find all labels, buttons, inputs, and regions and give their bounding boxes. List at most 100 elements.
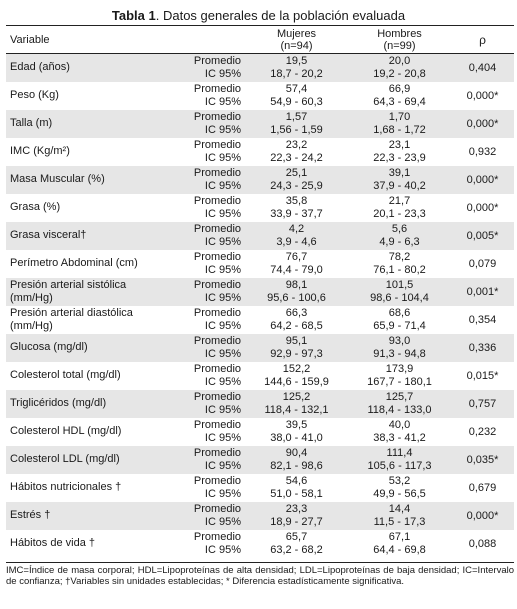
table-caption-text: . Datos generales de la población evalua…: [155, 8, 406, 23]
row-women-ci: 18,9 - 27,7: [270, 515, 323, 528]
row-men-ci: 22,3 - 23,9: [373, 151, 426, 164]
row-p-value: 0,354: [468, 313, 497, 326]
row-men: 5,6 4,9 - 6,3: [348, 222, 451, 250]
row-men-ci: 91,3 - 94,8: [373, 347, 426, 360]
row-men: 125,7 118,4 - 133,0: [348, 390, 451, 418]
row-men: 23,1 22,3 - 23,9: [348, 138, 451, 166]
row-stat-labels-ci: IC 95%: [204, 95, 241, 108]
row-women: 23,2 22,3 - 24,2: [245, 138, 348, 166]
row-men-mean: 20,0: [388, 54, 411, 67]
row-women-mean: 95,1: [285, 334, 308, 347]
row-variable: Edad (años): [10, 61, 70, 74]
row-women-ci: 3,9 - 4,6: [276, 235, 317, 248]
row-women: 23,3 18,9 - 27,7: [245, 502, 348, 530]
row-women-mean: 23,2: [285, 138, 308, 151]
table-caption: Tabla 1. Datos generales de la población…: [0, 8, 517, 24]
row-women-ci: 1,56 - 1,59: [270, 123, 323, 136]
row-variable: Masa Muscular (%): [10, 173, 105, 185]
row-variable: Triglicéridos (mg/dl): [10, 397, 107, 409]
row-stat-labels-ci: IC 95%: [204, 431, 241, 444]
row-p-value: 0,679: [468, 481, 497, 494]
row-stat-labels-mean: Promedio: [193, 250, 241, 263]
row-p-value: 0,001*: [466, 285, 499, 298]
header-women: Mujeres (n=94): [245, 26, 348, 54]
row-stat-labels: Promedio IC 95%: [166, 138, 245, 166]
row-men: 101,5 98,6 - 104,4: [348, 278, 451, 306]
row-p-value: 0,000*: [466, 89, 499, 102]
row-men-mean: 39,1: [388, 166, 411, 179]
row-variable: Colesterol LDL (mg/dl): [10, 453, 120, 465]
row-men-mean: 111,4: [386, 446, 413, 459]
row-men-ci: 76,1 - 80,2: [373, 263, 426, 276]
row-women-mean: 35,8: [285, 194, 308, 207]
row-men: 1,70 1,68 - 1,72: [348, 110, 451, 138]
row-variable: Glucosa (mg/dl): [10, 341, 88, 353]
row-women-mean: 57,4: [285, 82, 308, 95]
header-women-n: (n=94): [280, 39, 313, 52]
row-stat-labels: Promedio IC 95%: [166, 474, 245, 502]
table-row: Talla (m) Promedio IC 95% 1,57 1,56 - 1,59 1,…: [6, 109, 514, 138]
row-men-ci: 65,9 - 71,4: [373, 319, 426, 332]
row-stat-labels-mean: Promedio: [193, 474, 241, 487]
row-women-mean: 65,7: [285, 530, 308, 543]
row-stat-labels-ci: IC 95%: [204, 319, 241, 332]
row-stat-labels-mean: Promedio: [193, 222, 241, 235]
row-men: 111,4 105,6 - 117,3: [348, 446, 451, 474]
row-stat-labels-ci: IC 95%: [204, 67, 241, 80]
row-women-ci: 51,0 - 58,1: [270, 487, 323, 500]
row-stat-labels: Promedio IC 95%: [166, 278, 245, 306]
row-men: 67,1 64,4 - 69,8: [348, 530, 451, 558]
row-men-mean: 1,70: [388, 110, 411, 123]
header-stat-blank: [166, 26, 245, 54]
row-women: 57,4 54,9 - 60,3: [245, 82, 348, 110]
row-variable: Presión arterial sistólica (mm/Hg): [10, 278, 127, 304]
row-women: 25,1 24,3 - 25,9: [245, 166, 348, 194]
table-header-row: Variable Mujeres (n=94) Hombres (n=99) ρ: [6, 25, 514, 54]
row-women-mean: 4,2: [288, 222, 305, 235]
row-men-ci: 64,3 - 69,4: [373, 95, 426, 108]
row-p-value: 0,404: [468, 61, 497, 74]
row-women-ci: 24,3 - 25,9: [270, 179, 323, 192]
header-p: ρ: [479, 32, 486, 47]
table-row: Grasa (%) Promedio IC 95% 35,8 33,9 - 37,7 21…: [6, 194, 514, 222]
row-stat-labels-mean: Promedio: [193, 362, 241, 375]
row-women-mean: 23,3: [285, 502, 308, 515]
row-women-ci: 144,6 - 159,9: [264, 375, 329, 388]
row-stat-labels-ci: IC 95%: [204, 207, 241, 220]
row-variable: Colesterol total (mg/dl): [10, 369, 121, 381]
row-women-mean: 90,4: [285, 446, 308, 459]
row-stat-labels-mean: Promedio: [193, 54, 241, 67]
table-row: Glucosa (mg/dl) Promedio IC 95% 95,1 92,9 - …: [6, 333, 514, 362]
row-stat-labels-ci: IC 95%: [204, 263, 241, 276]
table-row: Peso (Kg) Promedio IC 95% 57,4 54,9 - 60,3 66…: [6, 82, 514, 110]
row-variable: Estrés †: [10, 509, 51, 521]
row-men: 21,7 20,1 - 23,3: [348, 194, 451, 222]
row-stat-labels-ci: IC 95%: [204, 235, 241, 248]
row-women: 19,5 18,7 - 20,2: [245, 54, 348, 82]
row-men-mean: 101,5: [385, 278, 414, 291]
row-women-ci: 82,1 - 98,6: [270, 459, 323, 472]
row-stat-labels: Promedio IC 95%: [166, 446, 245, 474]
row-stat-labels: Promedio IC 95%: [166, 54, 245, 82]
row-stat-labels-ci: IC 95%: [204, 515, 241, 528]
table-row: Edad (años) Promedio IC 95% 19,5 18,7 - 20,2…: [6, 53, 514, 82]
row-men: 93,0 91,3 - 94,8: [348, 334, 451, 362]
row-women-ci: 64,2 - 68,5: [270, 319, 323, 332]
header-variable: Variable: [10, 33, 50, 46]
row-women-mean: 54,6: [285, 474, 308, 487]
row-stat-labels-ci: IC 95%: [204, 459, 241, 472]
table-row: Colesterol total (mg/dl) Promedio IC 95% 15…: [6, 362, 514, 390]
row-stat-labels-ci: IC 95%: [204, 347, 241, 360]
row-women: 54,6 51,0 - 58,1: [245, 474, 348, 502]
table-row: Estrés † Promedio IC 95% 23,3 18,9 - 27,7 14,…: [6, 501, 514, 530]
row-women: 90,4 82,1 - 98,6: [245, 446, 348, 474]
row-variable: Hábitos de vida †: [10, 537, 95, 549]
row-p-value: 0,015*: [466, 369, 499, 382]
table-row: Masa Muscular (%) Promedio IC 95% 25,1 24,3 …: [6, 165, 514, 194]
row-men-ci: 4,9 - 6,3: [379, 235, 420, 248]
row-men-ci: 167,7 - 180,1: [367, 375, 432, 388]
row-p-value: 0,000*: [466, 117, 499, 130]
row-variable: Grasa (%): [10, 201, 61, 213]
row-stat-labels-ci: IC 95%: [204, 179, 241, 192]
